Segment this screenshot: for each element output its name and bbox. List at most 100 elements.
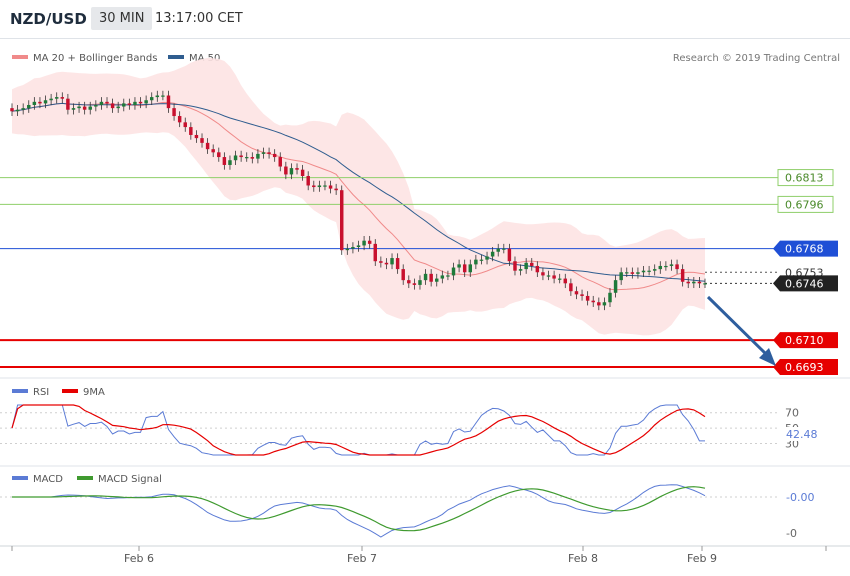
- candle-body: [502, 248, 506, 250]
- candle-body: [485, 256, 489, 260]
- candle-body: [99, 101, 104, 105]
- candle-body: [703, 283, 707, 285]
- rsi-line: [11, 404, 705, 456]
- candle-body: [530, 262, 534, 266]
- candle-body: [513, 261, 517, 271]
- macd-signal-line: [12, 486, 706, 532]
- candle-body: [21, 108, 25, 110]
- candle-body: [462, 264, 467, 273]
- candle-body: [435, 278, 439, 282]
- candle-body: [585, 295, 590, 301]
- projection-arrowhead: [759, 348, 776, 366]
- ma50-line: [11, 102, 706, 282]
- legend-swatch-rsi: [12, 389, 28, 393]
- candle-body: [351, 247, 355, 249]
- candle-body: [423, 273, 428, 281]
- candle-body: [155, 95, 160, 98]
- candle-body: [636, 272, 640, 274]
- candle-body: [110, 103, 115, 109]
- candle-body: [625, 272, 629, 274]
- candle-body: [641, 270, 646, 273]
- price-tag: [773, 358, 838, 375]
- price-label: 0.6768: [785, 243, 824, 256]
- candle-body: [619, 272, 623, 281]
- legend-swatch-bb: [12, 55, 28, 59]
- legend-macd-signal: MACD Signal: [98, 474, 162, 485]
- candle-body: [418, 280, 422, 285]
- candle-body: [149, 97, 154, 101]
- price-tag: [773, 332, 838, 349]
- price-tag: [777, 195, 834, 213]
- candle-body: [345, 248, 350, 251]
- candle-body: [602, 302, 607, 306]
- candle-body: [244, 157, 249, 159]
- legend-swatch-rsi-ma: [62, 389, 78, 393]
- candle-body: [222, 157, 227, 165]
- candle-body: [675, 264, 679, 270]
- legend-ma50: MA 50: [189, 53, 220, 64]
- rsi-ma-line: [11, 404, 706, 456]
- candle-body: [373, 243, 377, 262]
- candle-body: [686, 281, 690, 284]
- legend-bb: MA 20 + Bollinger Bands: [33, 53, 157, 64]
- candle-body: [479, 259, 484, 261]
- candle-body: [38, 101, 42, 104]
- candle-body: [563, 278, 568, 284]
- candle-body: [546, 275, 551, 277]
- candle-body: [233, 155, 238, 161]
- candle-body: [88, 106, 92, 110]
- candle-body: [669, 264, 674, 266]
- candle-body: [133, 101, 137, 105]
- candle-body: [379, 261, 383, 263]
- price-label: 0.6813: [785, 172, 824, 185]
- candle-body: [496, 248, 500, 252]
- candle-body: [557, 278, 562, 280]
- candle-body: [10, 108, 14, 112]
- candle-body: [239, 155, 243, 158]
- price-tag: [777, 169, 834, 187]
- candle-body: [94, 104, 98, 107]
- candle-body: [323, 185, 327, 187]
- candle-body: [446, 275, 450, 277]
- candle-body: [328, 185, 333, 189]
- candle-body: [692, 281, 696, 284]
- price-tag: [773, 240, 838, 257]
- candle-body: [250, 157, 255, 159]
- candle-body: [278, 157, 282, 167]
- candle-body: [474, 259, 478, 265]
- price-label: 0.6710: [785, 334, 824, 347]
- candle-body: [395, 258, 400, 270]
- legend-swatch-ma50: [168, 55, 184, 59]
- candle-body: [300, 169, 305, 176]
- candle-body: [205, 142, 210, 150]
- candle-body: [535, 265, 540, 273]
- price-label: 0.6693: [785, 361, 824, 374]
- legend-rsi-ma: 9MA: [83, 387, 105, 398]
- candle-body: [697, 281, 702, 284]
- candle-body: [49, 98, 53, 101]
- candle-body: [468, 264, 473, 273]
- candle-body: [429, 273, 433, 282]
- candle-body: [261, 152, 266, 154]
- candle-body: [591, 300, 595, 303]
- candle-body: [334, 188, 338, 191]
- rsi-value-box: [780, 427, 824, 441]
- candle-body: [228, 160, 232, 165]
- candle-body: [630, 272, 635, 274]
- candle-body: [490, 251, 495, 257]
- candle-body: [680, 269, 685, 282]
- candle-body: [189, 127, 193, 135]
- candle-body: [32, 101, 37, 105]
- candle-body: [407, 280, 411, 284]
- candle-body: [390, 258, 394, 265]
- candle-body: [608, 292, 612, 303]
- x-tick-label: Feb 9: [687, 552, 717, 565]
- candle-body: [367, 240, 372, 244]
- price-label: 0.6746: [785, 277, 824, 290]
- candle-body: [580, 294, 584, 296]
- candle-body: [77, 106, 81, 109]
- candle-body: [652, 269, 657, 271]
- timeframe-selector[interactable]: 30 MIN: [91, 7, 153, 30]
- candle-body: [356, 245, 361, 248]
